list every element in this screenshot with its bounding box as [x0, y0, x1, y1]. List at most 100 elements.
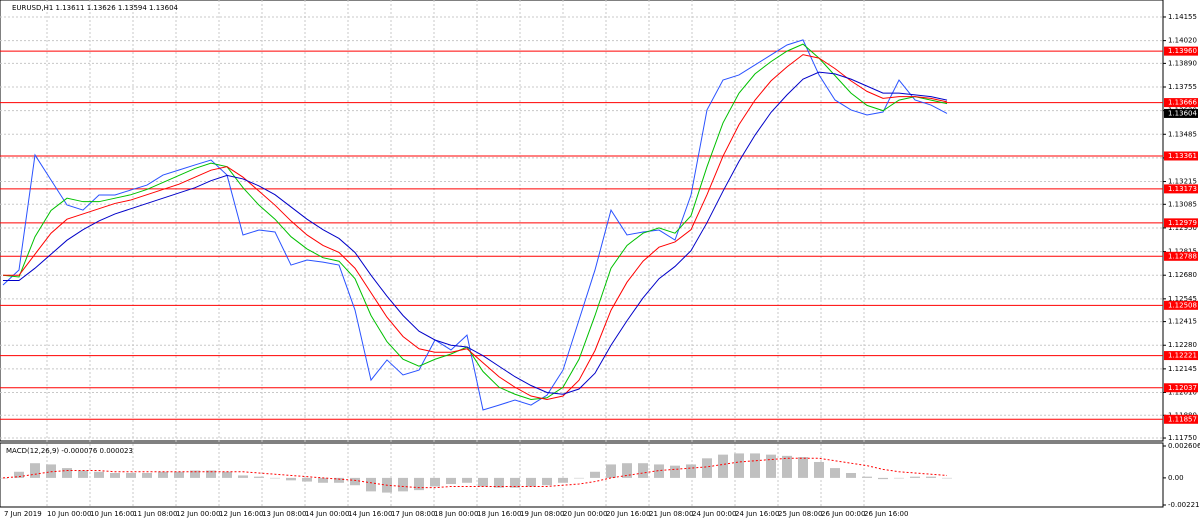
- macd-bar: [222, 471, 232, 478]
- macd-bar: [750, 453, 760, 478]
- level-label: 1.13173: [1168, 185, 1197, 193]
- level-tag: [1164, 251, 1198, 261]
- macd-bar: [910, 476, 920, 478]
- y-tick-label: 1.12010: [1168, 389, 1197, 397]
- macd-bar: [574, 477, 584, 479]
- level-label: 1.12979: [1168, 219, 1197, 227]
- moving-average: [3, 54, 948, 401]
- macd-bar: [878, 477, 888, 480]
- macd-bar: [366, 477, 376, 492]
- x-tick-label: 24 Jun 16:00: [735, 510, 779, 518]
- level-label: 1.13666: [1168, 99, 1197, 107]
- macd-bar: [126, 472, 136, 478]
- x-tick-label: 19 Jun 08:00: [520, 510, 564, 518]
- x-tick-label: 7 Jun 2019: [4, 510, 42, 518]
- macd-bar: [398, 477, 408, 492]
- x-tick-label: 17 Jun 08:00: [391, 510, 435, 518]
- x-tick-label: 14 Jun 16:00: [348, 510, 392, 518]
- level-tag: [1164, 218, 1198, 228]
- macd-bar: [942, 477, 952, 479]
- price-tag: [1164, 108, 1198, 118]
- y-tick-label: 1.12145: [1168, 365, 1197, 373]
- level-tag: [1164, 414, 1198, 424]
- x-tick-label: 21 Jun 08:00: [649, 510, 693, 518]
- level-tag: [1164, 98, 1198, 108]
- y-tick-label: 1.12280: [1168, 341, 1197, 349]
- x-tick-label: 25 Jun 08:00: [778, 510, 822, 518]
- level-tag: [1164, 151, 1198, 161]
- y-tick-label: 1.12950: [1168, 224, 1197, 232]
- macd-bar: [782, 455, 792, 478]
- macd-signal: [2, 457, 948, 489]
- macd-bar: [830, 468, 840, 478]
- x-tick-label: 13 Jun 08:00: [262, 510, 306, 518]
- moving-average: [2, 43, 948, 401]
- macd-bar: [670, 465, 680, 478]
- macd-bar: [766, 454, 776, 478]
- macd-bar: [14, 471, 24, 478]
- macd-bar: [462, 477, 472, 483]
- y-tick-label: 1.12415: [1168, 318, 1197, 326]
- level-label: 1.13960: [1168, 47, 1197, 55]
- macd-bar: [590, 471, 600, 478]
- macd-bar: [446, 477, 456, 485]
- macd-bar: [110, 472, 120, 478]
- x-tick-label: 26 Jun 16:00: [864, 510, 908, 518]
- macd-bar: [254, 476, 264, 478]
- macd-bar: [318, 477, 328, 483]
- y-tick-label: 1.14155: [1168, 13, 1197, 21]
- macd-bar: [654, 464, 664, 478]
- y-tick-label: 1.11750: [1168, 434, 1197, 442]
- macd-tick-label: -0.002215: [1168, 501, 1200, 509]
- macd-bar: [718, 454, 728, 478]
- macd-tick-label: 0.00: [1168, 474, 1184, 482]
- y-tick-label: 1.13485: [1168, 130, 1197, 138]
- y-tick-label: 1.13890: [1168, 59, 1197, 67]
- level-tag: [1164, 351, 1198, 361]
- macd-bar: [638, 463, 648, 478]
- macd-bar: [30, 463, 40, 478]
- macd-bar: [302, 477, 312, 482]
- macd-bar: [926, 476, 936, 478]
- y-tick-label: 1.14020: [1168, 37, 1197, 45]
- labels: 1.141551.140201.138901.137551.136201.134…: [4, 13, 1200, 518]
- level-label: 1.12788: [1168, 252, 1197, 260]
- y-tick-label: 1.12680: [1168, 271, 1197, 279]
- x-tick-label: 11 Jun 08:00: [133, 510, 177, 518]
- level-tag: [1164, 300, 1198, 310]
- macd-bar: [174, 471, 184, 478]
- grid: [0, 0, 1166, 507]
- y-tick-label: 1.13755: [1168, 83, 1197, 91]
- macd-bar: [94, 471, 104, 478]
- macd-bar: [526, 477, 536, 487]
- macd-bar: [734, 453, 744, 478]
- x-tick-label: 10 Jun 00:00: [47, 510, 91, 518]
- y-tick-label: 1.12815: [1168, 248, 1197, 256]
- macd-bar: [542, 477, 552, 486]
- macd-bar: [270, 477, 280, 479]
- x-tick-label: 12 Jun 16:00: [219, 510, 263, 518]
- y-tick-label: 1.12545: [1168, 295, 1197, 303]
- macd-bar: [894, 477, 904, 479]
- macd-label: MACD(12,26,9) -0.000076 0.000023: [6, 447, 133, 455]
- level-tag: [1164, 383, 1198, 393]
- main-panel: [0, 0, 1164, 442]
- price-tag-label: 1.13604: [1168, 109, 1197, 117]
- y-tick-label: 1.13085: [1168, 200, 1197, 208]
- level-label: 1.12221: [1168, 352, 1197, 360]
- macd-bar: [606, 464, 616, 478]
- y-tick-label: 1.13215: [1168, 178, 1197, 186]
- macd-bar: [798, 457, 808, 478]
- macd-bar: [494, 477, 504, 488]
- x-tick-label: 20 Jun 16:00: [606, 510, 650, 518]
- x-tick-label: 12 Jun 00:00: [176, 510, 220, 518]
- macd-bar: [158, 471, 168, 478]
- macd-bar: [190, 470, 200, 478]
- x-tick-label: 10 Jun 16:00: [90, 510, 134, 518]
- macd-bar: [142, 472, 152, 478]
- macd-bar: [430, 477, 440, 487]
- macd-bar: [702, 458, 712, 478]
- level-label: 1.11857: [1168, 415, 1197, 423]
